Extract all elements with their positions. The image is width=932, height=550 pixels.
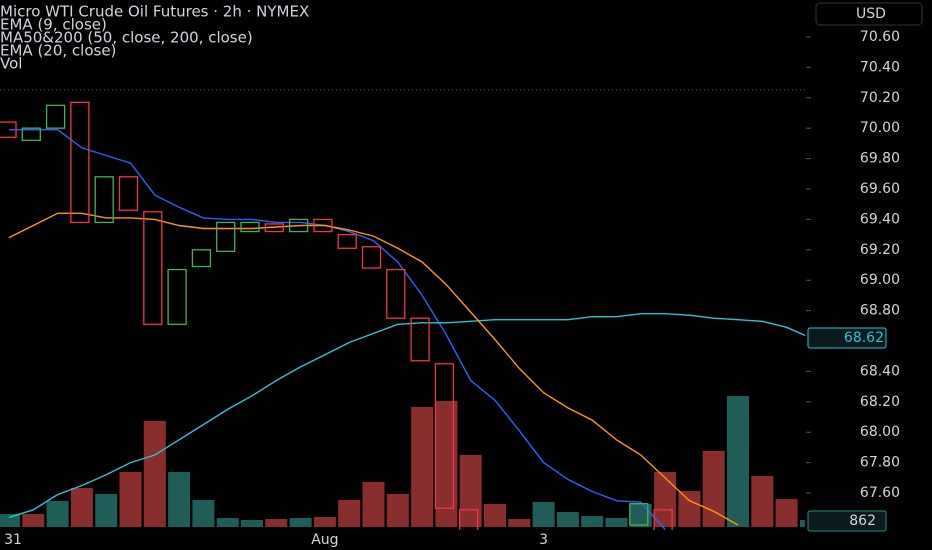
- y-tick-label: 69.20: [860, 242, 900, 258]
- last-value-badge: [807, 327, 887, 349]
- volume-bar: [484, 503, 506, 527]
- candle: [21, 127, 41, 141]
- volume-bar: [532, 501, 555, 527]
- volume-bar: [435, 400, 458, 527]
- volume-bar: [581, 516, 604, 527]
- volume-bar: [338, 499, 361, 527]
- x-tick-label: 31: [4, 532, 22, 548]
- volume-bar: [362, 481, 385, 527]
- volume-bar: [654, 471, 677, 527]
- candle: [288, 218, 309, 233]
- volume-bar: [605, 517, 628, 527]
- currency-label[interactable]: USD: [856, 6, 886, 22]
- legend-entry: Vol: [0, 55, 22, 73]
- y-tick-label: 70.00: [860, 120, 900, 136]
- volume-label: 862: [849, 513, 876, 529]
- volume-bar: [168, 471, 191, 527]
- candle: [216, 221, 236, 252]
- indicator-line: [9, 129, 666, 530]
- volume-bar: [95, 493, 118, 527]
- volume-bar: [313, 516, 336, 527]
- volume-bar: [411, 406, 434, 527]
- y-tick-label: 69.60: [860, 181, 900, 197]
- volume-bar: [119, 471, 142, 527]
- y-tick-label: 68.20: [860, 394, 900, 410]
- volume-bar: [143, 420, 166, 527]
- volume-bar: [678, 490, 701, 527]
- candle: [459, 509, 479, 530]
- y-tick-label: 69.00: [860, 272, 900, 288]
- x-tick-label: Aug: [311, 532, 338, 548]
- candle: [629, 503, 649, 526]
- y-tick-label: 67.60: [860, 485, 900, 501]
- candle: [337, 233, 357, 249]
- y-tick-label: 70.60: [860, 29, 900, 45]
- plot-area: [0, 101, 805, 530]
- volume-bar: [751, 476, 774, 527]
- volume-badge: [807, 510, 887, 532]
- y-tick-label: 69.80: [860, 151, 900, 167]
- volume-bar: [289, 517, 312, 527]
- y-tick-label: 70.20: [860, 90, 900, 106]
- candle: [361, 246, 382, 269]
- volume-bar: [22, 513, 45, 527]
- last-value-label: 68.62: [844, 330, 884, 346]
- candle: [143, 211, 163, 325]
- volume-bar: [216, 517, 239, 527]
- volume-bar: [775, 499, 798, 527]
- y-tick-label: 67.80: [860, 455, 900, 471]
- candle: [240, 221, 260, 233]
- currency-button[interactable]: [815, 2, 923, 26]
- legend-entry: MA50&200 (50, close, 200, close): [0, 29, 253, 47]
- volume-bar: [46, 500, 69, 527]
- y-tick-label: 68.40: [860, 363, 900, 379]
- volume-bar: [629, 503, 652, 527]
- chart-title: Micro WTI Crude Oil Futures · 2h · NYMEX: [0, 3, 309, 21]
- volume-bar: [0, 513, 20, 527]
- candle: [45, 104, 66, 129]
- y-tick-label: 68.00: [860, 424, 900, 440]
- volume-bar: [727, 395, 749, 527]
- volume-bar: [386, 493, 409, 527]
- candle: [70, 101, 90, 224]
- candle: [434, 363, 455, 509]
- y-tick-label: 70.40: [860, 59, 900, 75]
- volume-bar: [241, 520, 263, 527]
- x-tick-label: 3: [539, 532, 548, 548]
- candle: [410, 317, 430, 362]
- candle: [118, 176, 139, 211]
- candle: [386, 268, 406, 319]
- legend-entry: EMA (9, close): [0, 16, 107, 34]
- volume-bar: [556, 511, 579, 527]
- indicator-line: [8, 313, 805, 519]
- candle: [167, 268, 187, 325]
- legend-entry: EMA (20, close): [0, 42, 116, 60]
- legend: Micro WTI Crude Oil Futures · 2h · NYMEX…: [0, 3, 309, 73]
- volume-bar: [508, 519, 531, 527]
- volume-bar: [459, 454, 482, 527]
- y-tick-label: 68.80: [860, 303, 900, 319]
- volume-bar: [702, 450, 725, 527]
- volume-bar: [192, 499, 215, 527]
- candle: [313, 218, 333, 233]
- volume-bar: [265, 519, 288, 527]
- candle: [94, 176, 114, 224]
- price-axis: 70.60 70.40 70.20 70.00 69.80 69.60 69.40 69.20…: [806, 29, 900, 532]
- volume-bar: [799, 519, 805, 527]
- candle: [653, 509, 673, 530]
- candle: [264, 223, 284, 233]
- candle: [191, 249, 212, 268]
- volume-bar: [70, 487, 93, 527]
- indicator-line: [8, 212, 739, 526]
- y-tick-label: 69.40: [860, 211, 900, 227]
- candle: [0, 121, 17, 138]
